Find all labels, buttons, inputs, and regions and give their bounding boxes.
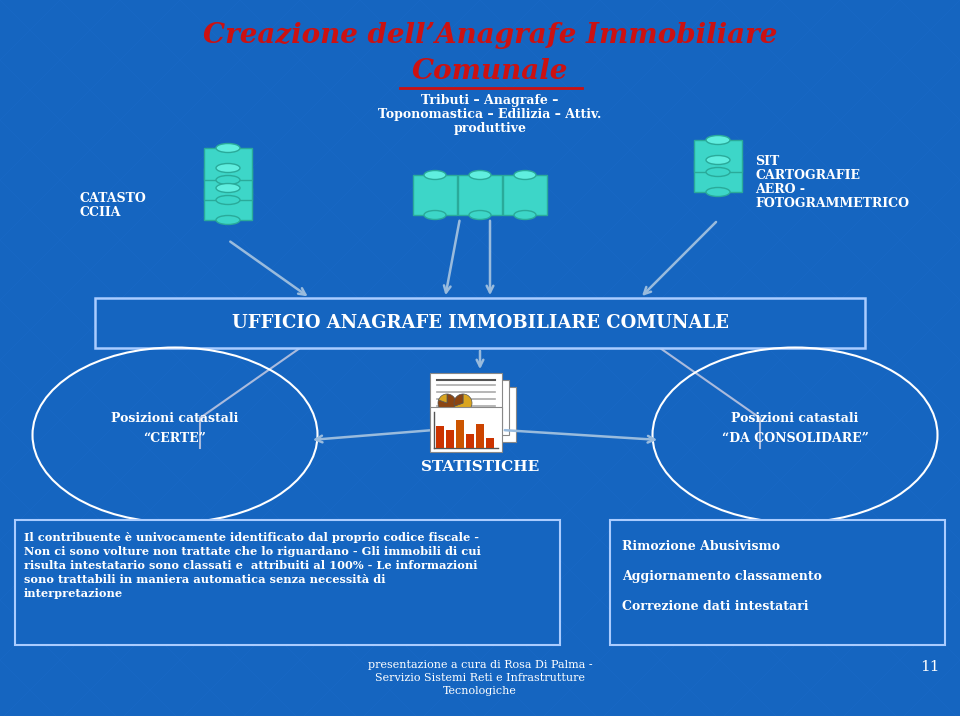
- Text: UFFICIO ANAGRAFE IMMOBILIARE COMUNALE: UFFICIO ANAGRAFE IMMOBILIARE COMUNALE: [231, 314, 729, 332]
- Text: STATISTICHE: STATISTICHE: [420, 460, 540, 474]
- Ellipse shape: [706, 188, 730, 196]
- FancyBboxPatch shape: [694, 140, 742, 172]
- Text: Creazione dell’Anagrafe Immobiliare: Creazione dell’Anagrafe Immobiliare: [203, 22, 778, 49]
- Text: Toponomastica – Edilizia – Attiv.: Toponomastica – Edilizia – Attiv.: [378, 108, 602, 121]
- Wedge shape: [438, 394, 456, 412]
- Ellipse shape: [424, 170, 446, 180]
- Text: Comunale: Comunale: [412, 58, 568, 85]
- Text: Posizioni catastali: Posizioni catastali: [111, 412, 239, 425]
- Ellipse shape: [216, 216, 240, 225]
- Bar: [476, 424, 484, 448]
- Text: Rimozione Abusivismo: Rimozione Abusivismo: [622, 540, 780, 553]
- Bar: [456, 420, 464, 448]
- Text: “CERTE”: “CERTE”: [144, 432, 206, 445]
- Text: produttive: produttive: [453, 122, 526, 135]
- Wedge shape: [454, 394, 472, 412]
- FancyBboxPatch shape: [458, 175, 502, 215]
- Text: Il contribuente è univocamente identificato dal proprio codice fiscale -: Il contribuente è univocamente identific…: [24, 532, 479, 543]
- FancyBboxPatch shape: [204, 188, 252, 220]
- FancyBboxPatch shape: [444, 387, 516, 442]
- FancyBboxPatch shape: [437, 380, 509, 435]
- Ellipse shape: [216, 163, 240, 173]
- Text: Posizioni catastali: Posizioni catastali: [732, 412, 858, 425]
- Text: CATASTO: CATASTO: [80, 192, 147, 205]
- Text: SIT: SIT: [755, 155, 780, 168]
- Ellipse shape: [706, 168, 730, 177]
- Bar: [466, 434, 474, 448]
- Text: Servizio Sistemi Reti e Infrastrutture: Servizio Sistemi Reti e Infrastrutture: [375, 673, 585, 683]
- FancyBboxPatch shape: [204, 168, 252, 200]
- Ellipse shape: [469, 170, 491, 180]
- FancyBboxPatch shape: [694, 160, 742, 192]
- Text: Non ci sono volture non trattate che lo riguardano - Gli immobili di cui: Non ci sono volture non trattate che lo …: [24, 546, 481, 557]
- Text: presentazione a cura di Rosa Di Palma -: presentazione a cura di Rosa Di Palma -: [368, 660, 592, 670]
- Bar: [446, 430, 454, 448]
- Text: CARTOGRAFIE: CARTOGRAFIE: [755, 169, 860, 182]
- Bar: [436, 426, 444, 448]
- Ellipse shape: [706, 135, 730, 145]
- Wedge shape: [454, 394, 463, 406]
- Text: 11: 11: [921, 660, 940, 674]
- FancyBboxPatch shape: [204, 148, 252, 180]
- Text: Aggiornamento classamento: Aggiornamento classamento: [622, 570, 822, 583]
- Ellipse shape: [424, 211, 446, 220]
- Bar: [486, 438, 494, 448]
- Text: “DA CONSOLIDARE”: “DA CONSOLIDARE”: [722, 432, 869, 445]
- Text: sono trattabili in maniera automatica senza necessità di: sono trattabili in maniera automatica se…: [24, 574, 386, 585]
- Ellipse shape: [216, 195, 240, 205]
- Wedge shape: [439, 394, 447, 403]
- Ellipse shape: [514, 170, 536, 180]
- FancyBboxPatch shape: [503, 175, 547, 215]
- Text: Correzione dati intestatari: Correzione dati intestatari: [622, 600, 808, 613]
- FancyBboxPatch shape: [610, 520, 945, 645]
- Text: interpretazione: interpretazione: [24, 588, 123, 599]
- FancyBboxPatch shape: [430, 373, 502, 428]
- FancyBboxPatch shape: [95, 298, 865, 348]
- Ellipse shape: [706, 155, 730, 165]
- Ellipse shape: [469, 211, 491, 220]
- Ellipse shape: [216, 175, 240, 185]
- Text: CCIIA: CCIIA: [80, 206, 122, 219]
- Text: Tributi – Anagrafe –: Tributi – Anagrafe –: [421, 94, 559, 107]
- Text: risulta intestatario sono classati e  attribuiti al 100% - Le informazioni: risulta intestatario sono classati e att…: [24, 560, 477, 571]
- FancyBboxPatch shape: [15, 520, 560, 645]
- Text: Tecnologiche: Tecnologiche: [444, 686, 516, 696]
- Ellipse shape: [514, 211, 536, 220]
- FancyBboxPatch shape: [430, 407, 502, 452]
- FancyBboxPatch shape: [413, 175, 457, 215]
- Ellipse shape: [216, 183, 240, 193]
- Ellipse shape: [216, 143, 240, 153]
- Text: FOTOGRAMMETRICO: FOTOGRAMMETRICO: [755, 197, 909, 210]
- Text: AERO -: AERO -: [755, 183, 805, 196]
